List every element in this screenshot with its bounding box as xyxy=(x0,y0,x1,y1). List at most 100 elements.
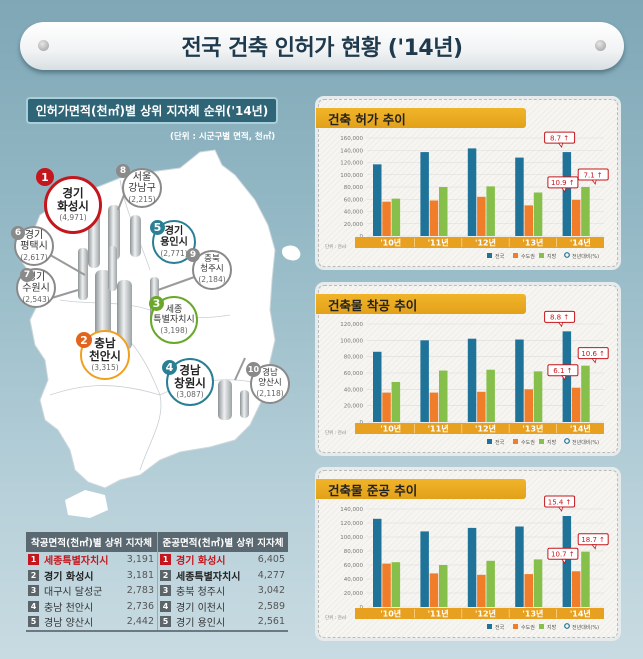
svg-text:80,000: 80,000 xyxy=(344,549,364,555)
svg-text:'14년: '14년 xyxy=(570,238,591,248)
svg-text:100,000: 100,000 xyxy=(340,338,363,344)
svg-text:단위 : 천㎡: 단위 : 천㎡ xyxy=(325,243,347,250)
table-row: 3 충북 청주시 3,042 xyxy=(158,583,288,599)
svg-text:40,000: 40,000 xyxy=(344,577,364,583)
rank-badge-8: 8 xyxy=(116,164,130,178)
svg-text:수도권: 수도권 xyxy=(521,253,535,260)
svg-text:전국: 전국 xyxy=(495,253,505,260)
rank-badge-3: 3 xyxy=(149,296,164,311)
svg-text:지방: 지방 xyxy=(547,624,557,631)
permit-trend-panel: 020,00040,00060,00080,000100,000120,0001… xyxy=(316,99,618,267)
svg-text:120,000: 120,000 xyxy=(340,322,363,328)
rivet-icon xyxy=(38,40,49,51)
svg-text:'11년: '11년 xyxy=(428,238,449,248)
korea-map-shape-icon xyxy=(21,149,301,518)
svg-text:단위 : 천㎡: 단위 : 천㎡ xyxy=(325,614,347,621)
page-title: 전국 건축 인허가 현황 ('14년) xyxy=(181,36,464,61)
start-trend-panel: 020,00040,00060,00080,000100,000120,000단… xyxy=(316,285,618,453)
svg-text:120,000: 120,000 xyxy=(340,161,363,167)
svg-text:80,000: 80,000 xyxy=(344,185,364,191)
svg-text:100,000: 100,000 xyxy=(340,535,363,541)
completion-trend-panel: 020,00040,00060,00080,000100,000120,0001… xyxy=(316,470,618,638)
svg-text:10.9 ↑: 10.9 ↑ xyxy=(551,179,575,187)
svg-text:60,000: 60,000 xyxy=(344,371,364,377)
chart-title: 건축물 착공 추이 xyxy=(316,294,526,314)
svg-text:160,000: 160,000 xyxy=(340,136,363,142)
svg-text:6.1 ↑: 6.1 ↑ xyxy=(553,367,572,375)
svg-text:'13년: '13년 xyxy=(522,424,543,434)
svg-text:'11년: '11년 xyxy=(428,424,449,434)
start-trend-chart: 020,00040,00060,00080,000100,000120,000단… xyxy=(325,310,609,446)
table-row: 1 경기 화성시 6,405 xyxy=(158,552,288,568)
unit-note: (단위 : 시군구별 면적, 천㎡) xyxy=(170,132,276,142)
rank-badge-5: 5 xyxy=(150,220,165,235)
svg-text:'10년: '10년 xyxy=(380,424,401,434)
rank-badge-6: 6 xyxy=(11,226,25,240)
rank-badge-10: 10 xyxy=(246,362,261,377)
rank-badge-9: 9 xyxy=(186,248,200,262)
table-row: 2 경기 화성시 3,181 xyxy=(26,568,157,584)
svg-text:140,000: 140,000 xyxy=(340,148,363,154)
svg-text:40,000: 40,000 xyxy=(344,210,364,216)
svg-text:60,000: 60,000 xyxy=(344,563,364,569)
svg-text:'13년: '13년 xyxy=(522,609,543,619)
table-header: 준공면적(천㎡)별 상위 지자체 xyxy=(158,532,288,552)
svg-text:전국: 전국 xyxy=(495,624,505,631)
svg-text:단위 : 천㎡: 단위 : 천㎡ xyxy=(325,429,347,436)
ranking-heading: 인허가면적(천㎡)별 상위 지자체 순위('14년) xyxy=(26,97,278,124)
completion-trend-chart: 020,00040,00060,00080,000100,000120,0001… xyxy=(325,495,609,631)
svg-text:'10년: '10년 xyxy=(380,238,401,248)
chart-title: 건축물 준공 추이 xyxy=(316,479,526,499)
svg-text:20,000: 20,000 xyxy=(344,404,364,410)
rank-bubble-6: 경기 평택시 (2,617) xyxy=(14,226,54,266)
svg-text:8.7 ↑: 8.7 ↑ xyxy=(550,134,569,142)
svg-text:7.1 ↑: 7.1 ↑ xyxy=(584,171,603,179)
start-area-table: 착공면적(천㎡)별 상위 지자체 1 세종특별자치시 3,191 2 경기 화성… xyxy=(26,532,157,630)
svg-text:수도권: 수도권 xyxy=(521,624,535,631)
svg-text:'11년: '11년 xyxy=(428,609,449,619)
svg-text:'12년: '12년 xyxy=(475,609,496,619)
svg-text:'14년: '14년 xyxy=(570,609,591,619)
permit-trend-chart: 020,00040,00060,00080,000100,000120,0001… xyxy=(325,131,609,260)
svg-text:지방: 지방 xyxy=(547,253,557,260)
svg-text:120,000: 120,000 xyxy=(340,521,363,527)
rank-badge-7: 7 xyxy=(20,268,34,282)
svg-text:전국: 전국 xyxy=(495,439,505,446)
table-row: 4 경기 이천시 2,589 xyxy=(158,599,288,615)
svg-text:전년대비(%): 전년대비(%) xyxy=(572,624,599,631)
rank-bubble-1: 경기 화성시 (4,971) xyxy=(44,176,102,234)
rank-badge-4: 4 xyxy=(162,360,177,375)
svg-text:20,000: 20,000 xyxy=(344,222,364,228)
table-row: 3 대구시 달성군 2,783 xyxy=(26,583,157,599)
table-row: 5 경남 양산시 2,442 xyxy=(26,614,157,630)
svg-text:140,000: 140,000 xyxy=(340,507,363,513)
svg-text:80,000: 80,000 xyxy=(344,355,364,361)
table-row: 5 경기 용인시 2,561 xyxy=(158,614,288,630)
svg-text:20,000: 20,000 xyxy=(344,591,364,597)
svg-text:60,000: 60,000 xyxy=(344,197,364,203)
ranking-tables: 착공면적(천㎡)별 상위 지자체 1 세종특별자치시 3,191 2 경기 화성… xyxy=(26,532,288,632)
rank-badge-2: 2 xyxy=(76,332,92,348)
svg-text:'13년: '13년 xyxy=(522,238,543,248)
korea-map: 경기 화성시 (4,971) 1 서울 강남구 (2,215) 8 경기 평택시… xyxy=(0,140,310,520)
rank-badge-1: 1 xyxy=(36,168,54,186)
svg-text:'12년: '12년 xyxy=(475,424,496,434)
svg-text:'10년: '10년 xyxy=(380,609,401,619)
svg-text:지방: 지방 xyxy=(547,439,557,446)
table-header: 착공면적(천㎡)별 상위 지자체 xyxy=(26,532,157,552)
svg-text:전년대비(%): 전년대비(%) xyxy=(572,253,599,260)
title-banner: 전국 건축 인허가 현황 ('14년) xyxy=(20,22,624,70)
svg-text:수도권: 수도권 xyxy=(521,439,535,446)
svg-text:8.8 ↑: 8.8 ↑ xyxy=(550,314,569,322)
svg-text:40,000: 40,000 xyxy=(344,387,364,393)
table-row: 1 세종특별자치시 3,191 xyxy=(26,552,157,568)
svg-text:18.7 ↑: 18.7 ↑ xyxy=(581,536,605,544)
svg-text:10.7 ↑: 10.7 ↑ xyxy=(551,551,575,559)
table-row: 2 세종특별자치시 4,277 xyxy=(158,568,288,584)
svg-text:100,000: 100,000 xyxy=(340,173,363,179)
table-row: 4 충남 천안시 2,736 xyxy=(26,599,157,615)
svg-text:전년대비(%): 전년대비(%) xyxy=(572,439,599,446)
svg-text:'12년: '12년 xyxy=(475,238,496,248)
svg-text:10.6 ↑: 10.6 ↑ xyxy=(581,350,605,358)
svg-text:15.4 ↑: 15.4 ↑ xyxy=(548,498,572,506)
